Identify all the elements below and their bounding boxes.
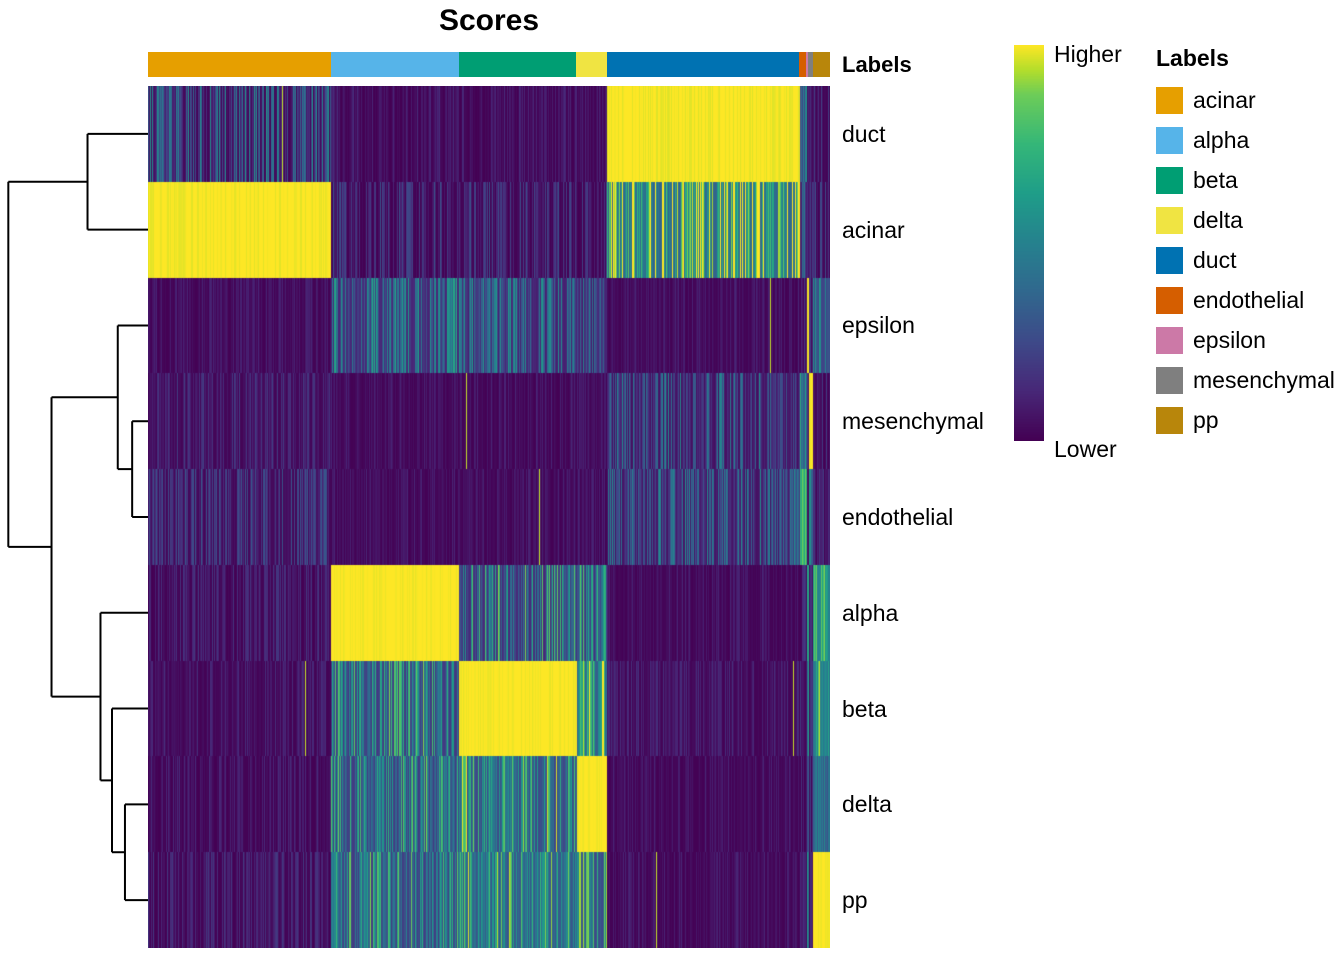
- legend-label-beta: beta: [1193, 166, 1238, 193]
- heatmap-canvas: [148, 86, 830, 948]
- row-label-duct: duct: [842, 121, 886, 147]
- colorbar-canvas: [1014, 45, 1044, 441]
- row-label-alpha: alpha: [842, 600, 899, 626]
- column-annotation-bar: [148, 52, 830, 77]
- legend-item-mesenchymal: mesenchymal: [1156, 360, 1344, 400]
- row-label-mesenchymal: mesenchymal: [842, 408, 984, 434]
- annotation-segment-delta: [576, 52, 607, 77]
- row-label-epsilon: epsilon: [842, 312, 915, 338]
- legend-swatch-alpha: [1156, 126, 1183, 154]
- annotation-segment-beta: [458, 52, 577, 77]
- legend-swatch-mesenchymal: [1156, 366, 1183, 394]
- legend-swatch-endothelial: [1156, 286, 1183, 314]
- legend-item-alpha: alpha: [1156, 120, 1344, 160]
- legend-item-endothelial: endothelial: [1156, 280, 1344, 320]
- chart-title: Scores: [438, 4, 540, 37]
- row-label-beta: beta: [842, 696, 887, 722]
- annotation-segment-acinar: [148, 52, 331, 77]
- colorbar-low-label: Lower: [1054, 436, 1117, 462]
- labels-legend: Labels acinar alpha beta delta duct endo…: [1156, 44, 1344, 440]
- legend-swatch-acinar: [1156, 86, 1183, 114]
- legend-item-beta: beta: [1156, 160, 1344, 200]
- colorbar-high-label: Higher: [1054, 41, 1122, 67]
- annotation-segment-epsilon: [806, 52, 809, 77]
- row-label-delta: delta: [842, 791, 892, 817]
- legend-label-duct: duct: [1193, 246, 1237, 273]
- legend-item-pp: pp: [1156, 400, 1344, 440]
- legend-label-endothelial: endothelial: [1193, 286, 1305, 313]
- legend-swatch-delta: [1156, 206, 1183, 234]
- column-annotation-title: Labels: [842, 52, 912, 77]
- legend-label-pp: pp: [1193, 406, 1219, 433]
- dendrogram: [7, 132, 148, 902]
- row-label-acinar: acinar: [842, 217, 905, 243]
- annotation-segment-mesenchymal: [808, 52, 813, 77]
- legend-label-epsilon: epsilon: [1193, 326, 1266, 353]
- legend-swatch-duct: [1156, 246, 1183, 274]
- legend-swatch-epsilon: [1156, 326, 1183, 354]
- annotation-segment-pp: [812, 52, 830, 77]
- legend-item-acinar: acinar: [1156, 80, 1344, 120]
- legend-swatch-pp: [1156, 406, 1183, 434]
- row-label-endothelial: endothelial: [842, 504, 954, 530]
- row-label-pp: pp: [842, 887, 868, 913]
- legend-title: Labels: [1156, 45, 1229, 71]
- legend-label-acinar: acinar: [1193, 86, 1256, 113]
- legend-swatch-beta: [1156, 166, 1183, 194]
- legend-item-delta: delta: [1156, 200, 1344, 240]
- annotation-segment-endothelial: [799, 52, 807, 77]
- legend-item-duct: duct: [1156, 240, 1344, 280]
- legend-label-delta: delta: [1193, 206, 1243, 233]
- legend-label-mesenchymal: mesenchymal: [1193, 366, 1335, 393]
- annotation-segment-duct: [606, 52, 800, 77]
- annotation-segment-alpha: [330, 52, 459, 77]
- legend-label-alpha: alpha: [1193, 126, 1250, 153]
- legend-item-epsilon: epsilon: [1156, 320, 1344, 360]
